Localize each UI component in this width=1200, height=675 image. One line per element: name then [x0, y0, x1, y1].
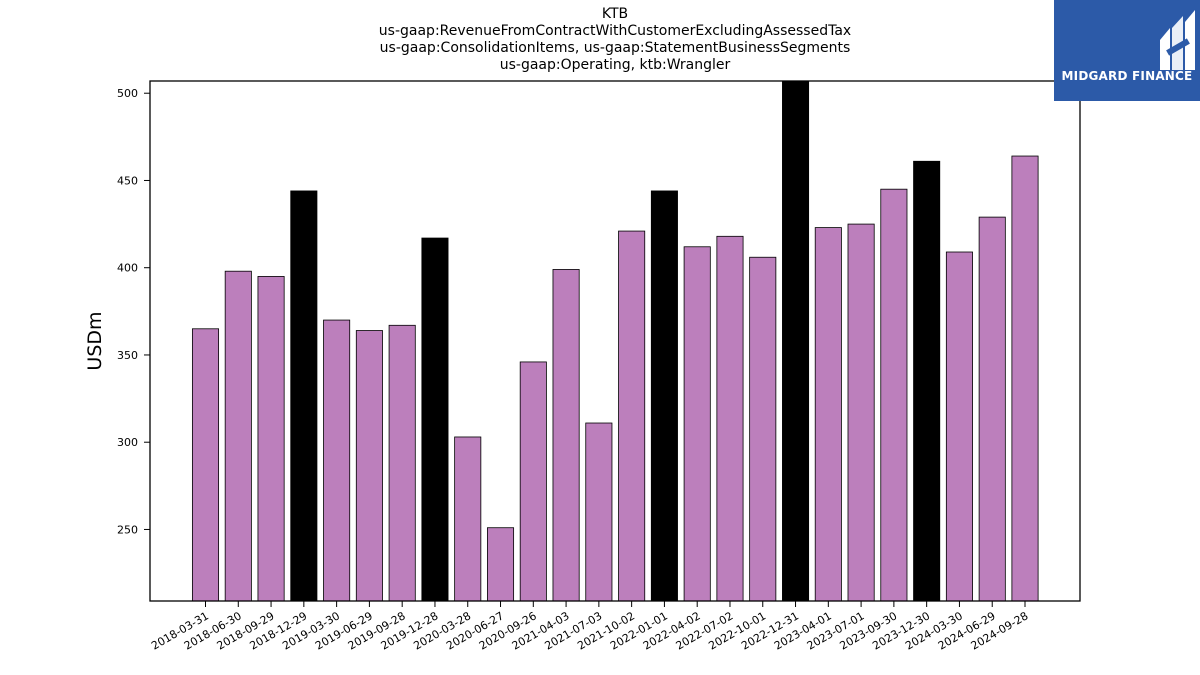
- chart-title-line-3: us-gaap:ConsolidationItems, us-gaap:Stat…: [379, 40, 851, 56]
- bar-2019-12-28: [421, 237, 449, 602]
- chart-title-line-2: us-gaap:RevenueFromContractWithCustomerE…: [378, 23, 852, 39]
- y-tick-label: 350: [117, 349, 138, 362]
- chart-title-line-1: KTB: [601, 6, 629, 22]
- bar-2018-03-31: [191, 328, 220, 602]
- bar-2022-10-01: [749, 256, 777, 602]
- y-tick-label: 400: [117, 262, 138, 275]
- bar-2024-09-28: [1011, 155, 1039, 602]
- plot-frame: [149, 80, 1081, 602]
- bar-2020-03-28: [454, 436, 482, 602]
- bar-2023-07-01: [847, 223, 875, 602]
- bar-2022-04-02: [683, 246, 711, 602]
- chart-title: KTB us-gaap:RevenueFromContractWithCusto…: [0, 6, 1200, 74]
- y-tick-label: 450: [117, 174, 138, 187]
- logo-mark-icon: [1160, 10, 1195, 70]
- bar-2022-01-01: [650, 190, 678, 602]
- bar-2020-09-26: [519, 361, 547, 602]
- midgard-finance-logo: MIDGARD FINANCE: [1054, 0, 1200, 101]
- bar-2023-09-30: [880, 188, 908, 602]
- bar-2021-10-02: [618, 230, 646, 602]
- bar-2024-03-30: [945, 251, 973, 602]
- bar-2018-09-29: [257, 276, 285, 602]
- bar-2022-07-02: [716, 235, 744, 602]
- bar-2019-09-28: [388, 324, 416, 602]
- x-axis: 2018-03-312018-06-302018-09-292018-12-29…: [149, 601, 1031, 653]
- bar-2018-06-30: [224, 270, 252, 602]
- bar-2022-12-31: [782, 80, 810, 602]
- bar-2021-07-03: [585, 422, 613, 602]
- y-tick-label: 500: [117, 87, 138, 100]
- bar-2018-12-29: [290, 190, 318, 602]
- bar-2019-03-30: [323, 319, 351, 602]
- chart-title-line-4: us-gaap:Operating, ktb:Wrangler: [499, 57, 731, 73]
- y-axis-label: USDm: [84, 311, 106, 370]
- bar-2023-12-30: [913, 160, 941, 602]
- bar-2024-06-29: [978, 216, 1006, 602]
- bars-layer: [191, 80, 1039, 602]
- y-axis: 250 300 350 400 450 500: [117, 87, 150, 536]
- y-tick-label: 300: [117, 436, 138, 449]
- y-tick-label: 250: [117, 523, 138, 536]
- logo-text: MIDGARD FINANCE: [1061, 69, 1193, 83]
- bar-2020-06-27: [487, 527, 515, 602]
- bar-2019-06-29: [355, 330, 383, 602]
- bar-2023-04-01: [814, 227, 842, 602]
- bar-2021-04-03: [552, 269, 580, 602]
